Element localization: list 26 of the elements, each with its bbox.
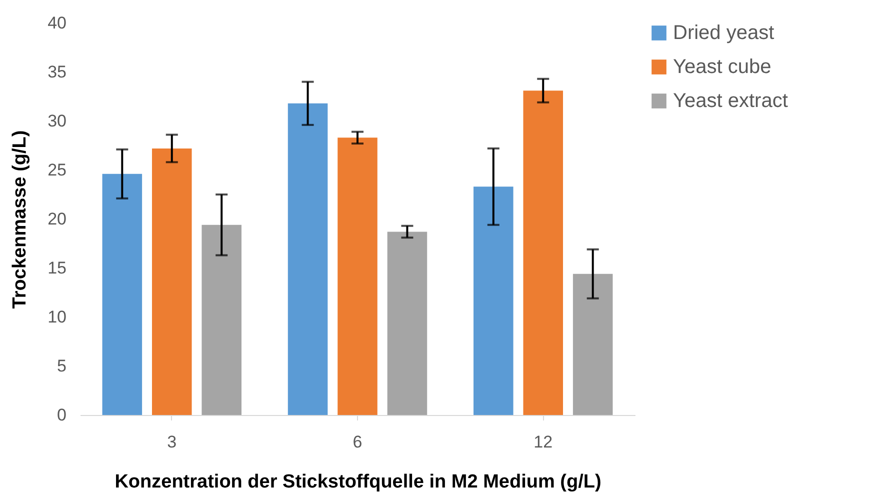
x-tick-label: 3: [167, 432, 177, 452]
x-tick-label: 12: [534, 432, 553, 452]
y-tick-label: 20: [48, 210, 66, 228]
legend-label: Yeast cube: [673, 56, 772, 78]
y-tick-label: 25: [48, 160, 66, 180]
bar: [474, 186, 514, 415]
bar: [387, 232, 428, 415]
y-tick-label: 0: [57, 406, 66, 424]
y-tick-label: 5: [57, 356, 66, 376]
y-axis-title: Trockenmasse (g/L): [10, 130, 31, 309]
y-tick-label: 40: [48, 14, 66, 32]
bar: [572, 274, 613, 415]
x-tick-label: 6: [352, 432, 362, 452]
x-axis-title: Konzentration der Stickstoffquelle in M2 Medium (g/L): [114, 472, 602, 492]
bar: [102, 174, 142, 415]
bar: [202, 224, 242, 415]
y-tick-label: 15: [48, 258, 66, 278]
bar: [338, 138, 378, 415]
bar: [523, 90, 564, 415]
legend-label: Yeast extract: [673, 90, 788, 112]
y-tick-label: 10: [48, 308, 66, 326]
y-tick-label: 30: [48, 112, 66, 130]
y-tick-label: 35: [48, 62, 66, 82]
bar: [152, 148, 192, 415]
bar: [288, 103, 328, 415]
legend-label: Dried yeast: [673, 22, 775, 44]
